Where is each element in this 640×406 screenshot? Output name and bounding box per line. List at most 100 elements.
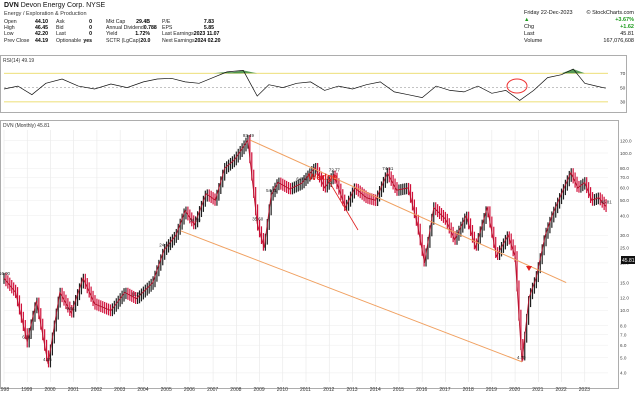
brand-label: © StockCharts.com: [586, 10, 634, 16]
y-tick-label: 60.0: [620, 186, 629, 191]
price-x-axis: 1998 1999 2000 2001 2002 2003 2004 2005 2006 2007…: [0, 387, 590, 393]
x-tick-label: 2008: [230, 387, 241, 393]
y-tick-label: 10.0: [620, 308, 629, 313]
quote-key: Last Earnings: [162, 31, 194, 38]
quote-value: 7.83: [203, 19, 214, 25]
price-value-label: 74.51: [382, 166, 394, 171]
quote-value: 20.0: [140, 37, 151, 44]
x-tick-label: 2009: [254, 387, 265, 393]
price-value-label: 24.26: [159, 243, 171, 248]
quote-value: 2023 11.07: [193, 31, 220, 38]
x-tick-label: 2021: [532, 387, 543, 393]
y-tick-label: 6.0: [620, 343, 627, 348]
price-value-label: 6.31: [22, 335, 31, 340]
down-arrow-icon: [526, 266, 532, 271]
rsi-highlight-circle: [506, 78, 528, 94]
x-tick-label: 2005: [161, 387, 172, 393]
x-tick-label: 2004: [137, 387, 148, 393]
y-tick-label: 8.0: [620, 323, 627, 328]
rsi-levels: 70 50 30: [4, 71, 626, 106]
quote-key: Open: [4, 19, 17, 25]
quote-key: SCTR (LgCap): [106, 37, 141, 44]
price-grid: [3, 130, 608, 382]
quote-key: Yield: [106, 31, 118, 38]
last-value: 45.81: [620, 31, 634, 37]
x-tick-label: 2022: [556, 387, 567, 393]
y-tick-label: 100.0: [620, 151, 632, 156]
x-tick-label: 2010: [277, 387, 288, 393]
price-line: [3, 138, 607, 365]
x-tick-label: 2007: [207, 387, 218, 393]
quote-col-3: Mkt Cap 29.4B Annual Dividend 0.788 Yield 1…: [106, 19, 157, 44]
wedge-annotation: Wedge: [308, 172, 337, 182]
up-arrow-icon: ▲: [524, 17, 530, 23]
quote-value: 0: [89, 31, 92, 38]
quote-key: Next Earnings: [162, 37, 195, 44]
y-tick-label: 120.0: [620, 138, 632, 143]
wedge-upper-trendline: [250, 139, 567, 284]
x-tick-label: 2001: [68, 387, 79, 393]
chg-label: Chg: [524, 24, 535, 30]
x-tick-label: 2011: [300, 387, 311, 393]
quote-value: 42.20: [35, 31, 48, 38]
price-value-label: 16.00: [0, 271, 11, 276]
quote-header: DVN Devon Energy Corp. NYSE Energy / Exp…: [0, 0, 640, 52]
y-tick-label: 40.0: [620, 213, 629, 218]
rsi-level-label: 30: [620, 100, 626, 106]
quote-col-1: Open 44.10 High 46.45 Low 42.20 Prev Close 4…: [4, 19, 48, 44]
symbol: DVN: [4, 2, 19, 9]
quote-key: Bid: [56, 25, 64, 32]
quote-value: 0: [89, 19, 92, 25]
rsi-label: RSI(14) 49.19: [3, 58, 34, 64]
quote-value: 2024 02.20: [194, 37, 221, 44]
y-tick-label: 4.0: [620, 371, 627, 376]
quote-value: 0: [89, 25, 92, 32]
x-tick-label: 2003: [114, 387, 125, 393]
ticker-line: DVN Devon Energy Corp. NYSE: [4, 2, 105, 9]
x-tick-label: 2014: [370, 387, 381, 393]
price-value-label: 72.77: [329, 168, 341, 173]
x-tick-label: 2000: [44, 387, 55, 393]
quote-value: 44.10: [35, 19, 48, 25]
change-pct: +3.67%: [615, 17, 634, 23]
quote-key: EPS: [162, 25, 173, 32]
price-value-label: 4.70: [517, 355, 526, 360]
x-tick-label: 1998: [0, 387, 9, 393]
quote-key: P/E: [162, 19, 171, 25]
price-value-label: 35.60: [252, 217, 264, 222]
quote-key: Mkt Cap: [106, 19, 126, 25]
quote-value: 0.788: [143, 25, 157, 32]
volume-value: 167,076,608: [603, 38, 634, 44]
y-tick-label: 7.0: [620, 332, 627, 337]
quote-key: Ask: [56, 19, 65, 25]
chg-value: +1.62: [620, 24, 634, 30]
rsi-level-label: 50: [620, 85, 626, 91]
x-tick-label: 2006: [184, 387, 195, 393]
y-tick-label: 70.0: [620, 175, 629, 180]
price-summary: Friday 22-Dec-2023 © StockCharts.com ▲ +3.…: [524, 10, 634, 45]
y-tick-label: 80.0: [620, 166, 629, 171]
quote-value: 5.85: [203, 25, 214, 32]
quote-value: 29.4B: [136, 19, 150, 25]
x-tick-label: 1999: [21, 387, 32, 393]
x-tick-label: 2002: [91, 387, 102, 393]
date-label: Friday 22-Dec-2023: [524, 10, 573, 16]
exchange: NYSE: [86, 2, 106, 9]
quote-value: 44.19: [35, 37, 48, 44]
y-tick-label: 15.0: [620, 280, 629, 285]
y-tick-label: 50.0: [620, 198, 629, 203]
company-name: Devon Energy Corp.: [20, 2, 85, 9]
rsi-level-label: 70: [620, 71, 626, 77]
volume-label: Volume: [524, 38, 543, 44]
price-value-label: 9.61: [66, 306, 75, 311]
price-value-label: 54.11: [266, 188, 277, 193]
y-tick-label: 25.0: [620, 245, 629, 250]
wedge-lower-trendline: [180, 230, 523, 363]
last-price-tag-text: 45.81: [622, 258, 635, 264]
x-tick-label: 2018: [463, 387, 474, 393]
rsi-overbought-fill: [227, 70, 258, 74]
price-value-label: 11.84: [131, 292, 142, 297]
sector-line: Energy / Exploration & Production: [4, 11, 87, 17]
x-tick-label: 2015: [393, 387, 404, 393]
price-value-label: 64.04: [296, 176, 308, 181]
